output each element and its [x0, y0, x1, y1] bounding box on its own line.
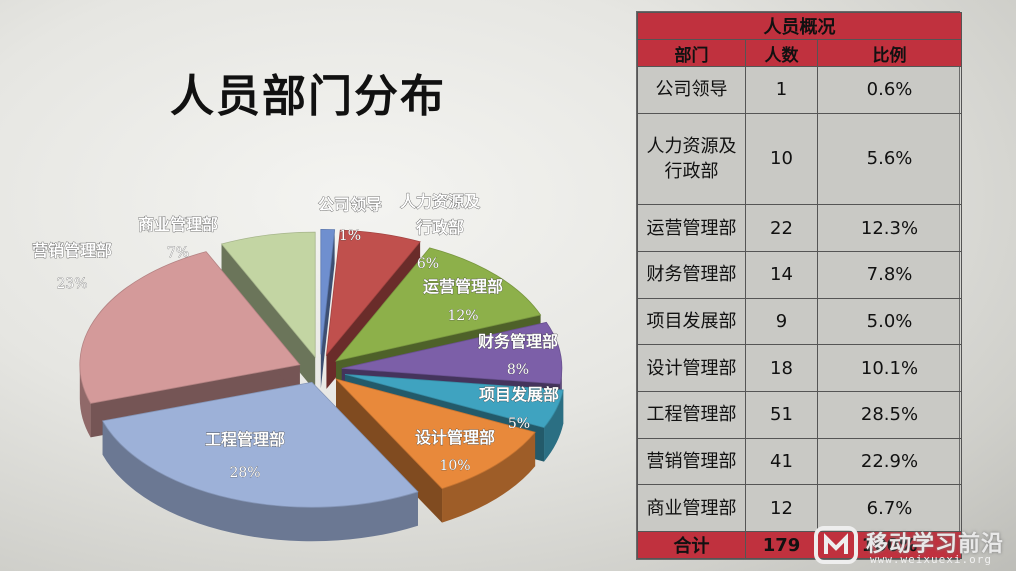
- pie-chart: 公司领导 1% 人力资源及行政部 6% 运营管理部 12% 财务管理部 8% 项目发展部 5% 设计…: [32, 192, 564, 542]
- header-count: 人数: [745, 39, 818, 67]
- page-title: 人员部门分布: [170, 71, 446, 122]
- pie-slice: [334, 378, 536, 523]
- dept-cell: 工程管理部: [637, 390, 746, 439]
- slice-label: 人力资源及: [400, 192, 481, 211]
- ratio-cell: 12.3%: [816, 204, 963, 252]
- count-cell: 41: [745, 437, 818, 486]
- pie-slice: [320, 229, 336, 389]
- ratio-cell: 10.1%: [816, 344, 963, 392]
- slice-label: 营销管理部: [32, 241, 112, 260]
- ratio-cell: 6.7%: [816, 484, 963, 532]
- dept-cell: 公司领导: [637, 66, 746, 114]
- slice-label: 项目发展部: [479, 385, 559, 404]
- count-cell: 22: [745, 204, 818, 252]
- watermark-url: www.weixuexi.org: [870, 553, 992, 566]
- slice-label: 公司领导: [318, 195, 382, 214]
- pie-slice: [220, 231, 316, 392]
- watermark-text: 移动学习前沿: [866, 532, 1005, 557]
- slice-percent-label: 5%: [508, 416, 530, 432]
- count-cell: 51: [745, 390, 818, 439]
- slice-percent-label: 12%: [447, 308, 478, 324]
- count-cell: 10: [745, 112, 818, 206]
- dept-cell: 财务管理部: [637, 250, 746, 299]
- table-row: 营销管理部 41 22.9%: [637, 437, 963, 486]
- dept-cell: 人力资源及行政部: [637, 112, 746, 206]
- dept-cell: 项目发展部: [637, 297, 746, 346]
- watermark: 移动学习前沿 www.weixuexi.org: [810, 522, 1016, 571]
- table-row: 公司领导 1 0.6%: [637, 66, 963, 114]
- count-cell: 18: [745, 344, 818, 392]
- count-cell: 9: [745, 297, 818, 346]
- total-count: 179: [745, 531, 818, 559]
- ratio-cell: 22.9%: [816, 437, 963, 486]
- dept-cell: 运营管理部: [637, 204, 746, 252]
- header-ratio: 比例: [816, 39, 963, 67]
- slice-percent-label: 28%: [229, 465, 260, 481]
- ratio-cell: 5.6%: [816, 112, 963, 206]
- slice-percent-label: 1%: [339, 228, 361, 244]
- dept-cell: 设计管理部: [637, 344, 746, 392]
- slice-label: 财务管理部: [477, 332, 558, 351]
- slice-percent-label: 8%: [507, 362, 529, 378]
- pie-slice: [102, 381, 419, 542]
- table-row: 运营管理部 22 12.3%: [637, 204, 963, 252]
- total-row: 合计 179 100%: [637, 531, 963, 559]
- slice-percent-label: 6%: [417, 256, 439, 272]
- ratio-cell: 28.5%: [816, 390, 963, 439]
- dept-cell: 营销管理部: [637, 437, 746, 486]
- count-cell: 12: [745, 484, 818, 532]
- slice-label: 运营管理部: [423, 277, 503, 296]
- slice-percent-label: 7%: [167, 245, 189, 261]
- header-dept: 部门: [637, 39, 746, 67]
- slice-label: 设计管理部: [415, 428, 495, 447]
- slice-label: 行政部: [415, 218, 464, 237]
- table-row: 人力资源及行政部 10 5.6%: [637, 112, 963, 206]
- table-row: 设计管理部 18 10.1%: [637, 344, 963, 392]
- table-row: 工程管理部 51 28.5%: [637, 390, 963, 439]
- slice-label: 商业管理部: [138, 215, 218, 234]
- dept-cell: 商业管理部: [637, 484, 746, 532]
- total-label: 合计: [637, 531, 746, 559]
- ratio-cell: 5.0%: [816, 297, 963, 346]
- count-cell: 1: [745, 66, 818, 114]
- slice-percent-label: 23%: [56, 276, 87, 292]
- slice-label: 工程管理部: [205, 430, 285, 449]
- table-row: 财务管理部 14 7.8%: [637, 250, 963, 299]
- ratio-cell: 7.8%: [816, 250, 963, 299]
- summary-table: 人员概况 部门 人数 比例 公司领导 1 0.6% 人力资源及行政部 10 5.6% 运营管…: [636, 11, 963, 560]
- table-row: 商业管理部 12 6.7%: [637, 484, 963, 532]
- table-title: 人员概况: [636, 12, 963, 40]
- table-row: 项目发展部 9 5.0%: [637, 297, 963, 346]
- count-cell: 14: [745, 250, 818, 299]
- ratio-cell: 0.6%: [816, 66, 963, 114]
- logo-icon: [814, 526, 858, 564]
- total-ratio: 100%: [816, 531, 963, 559]
- slice-percent-label: 10%: [439, 458, 470, 474]
